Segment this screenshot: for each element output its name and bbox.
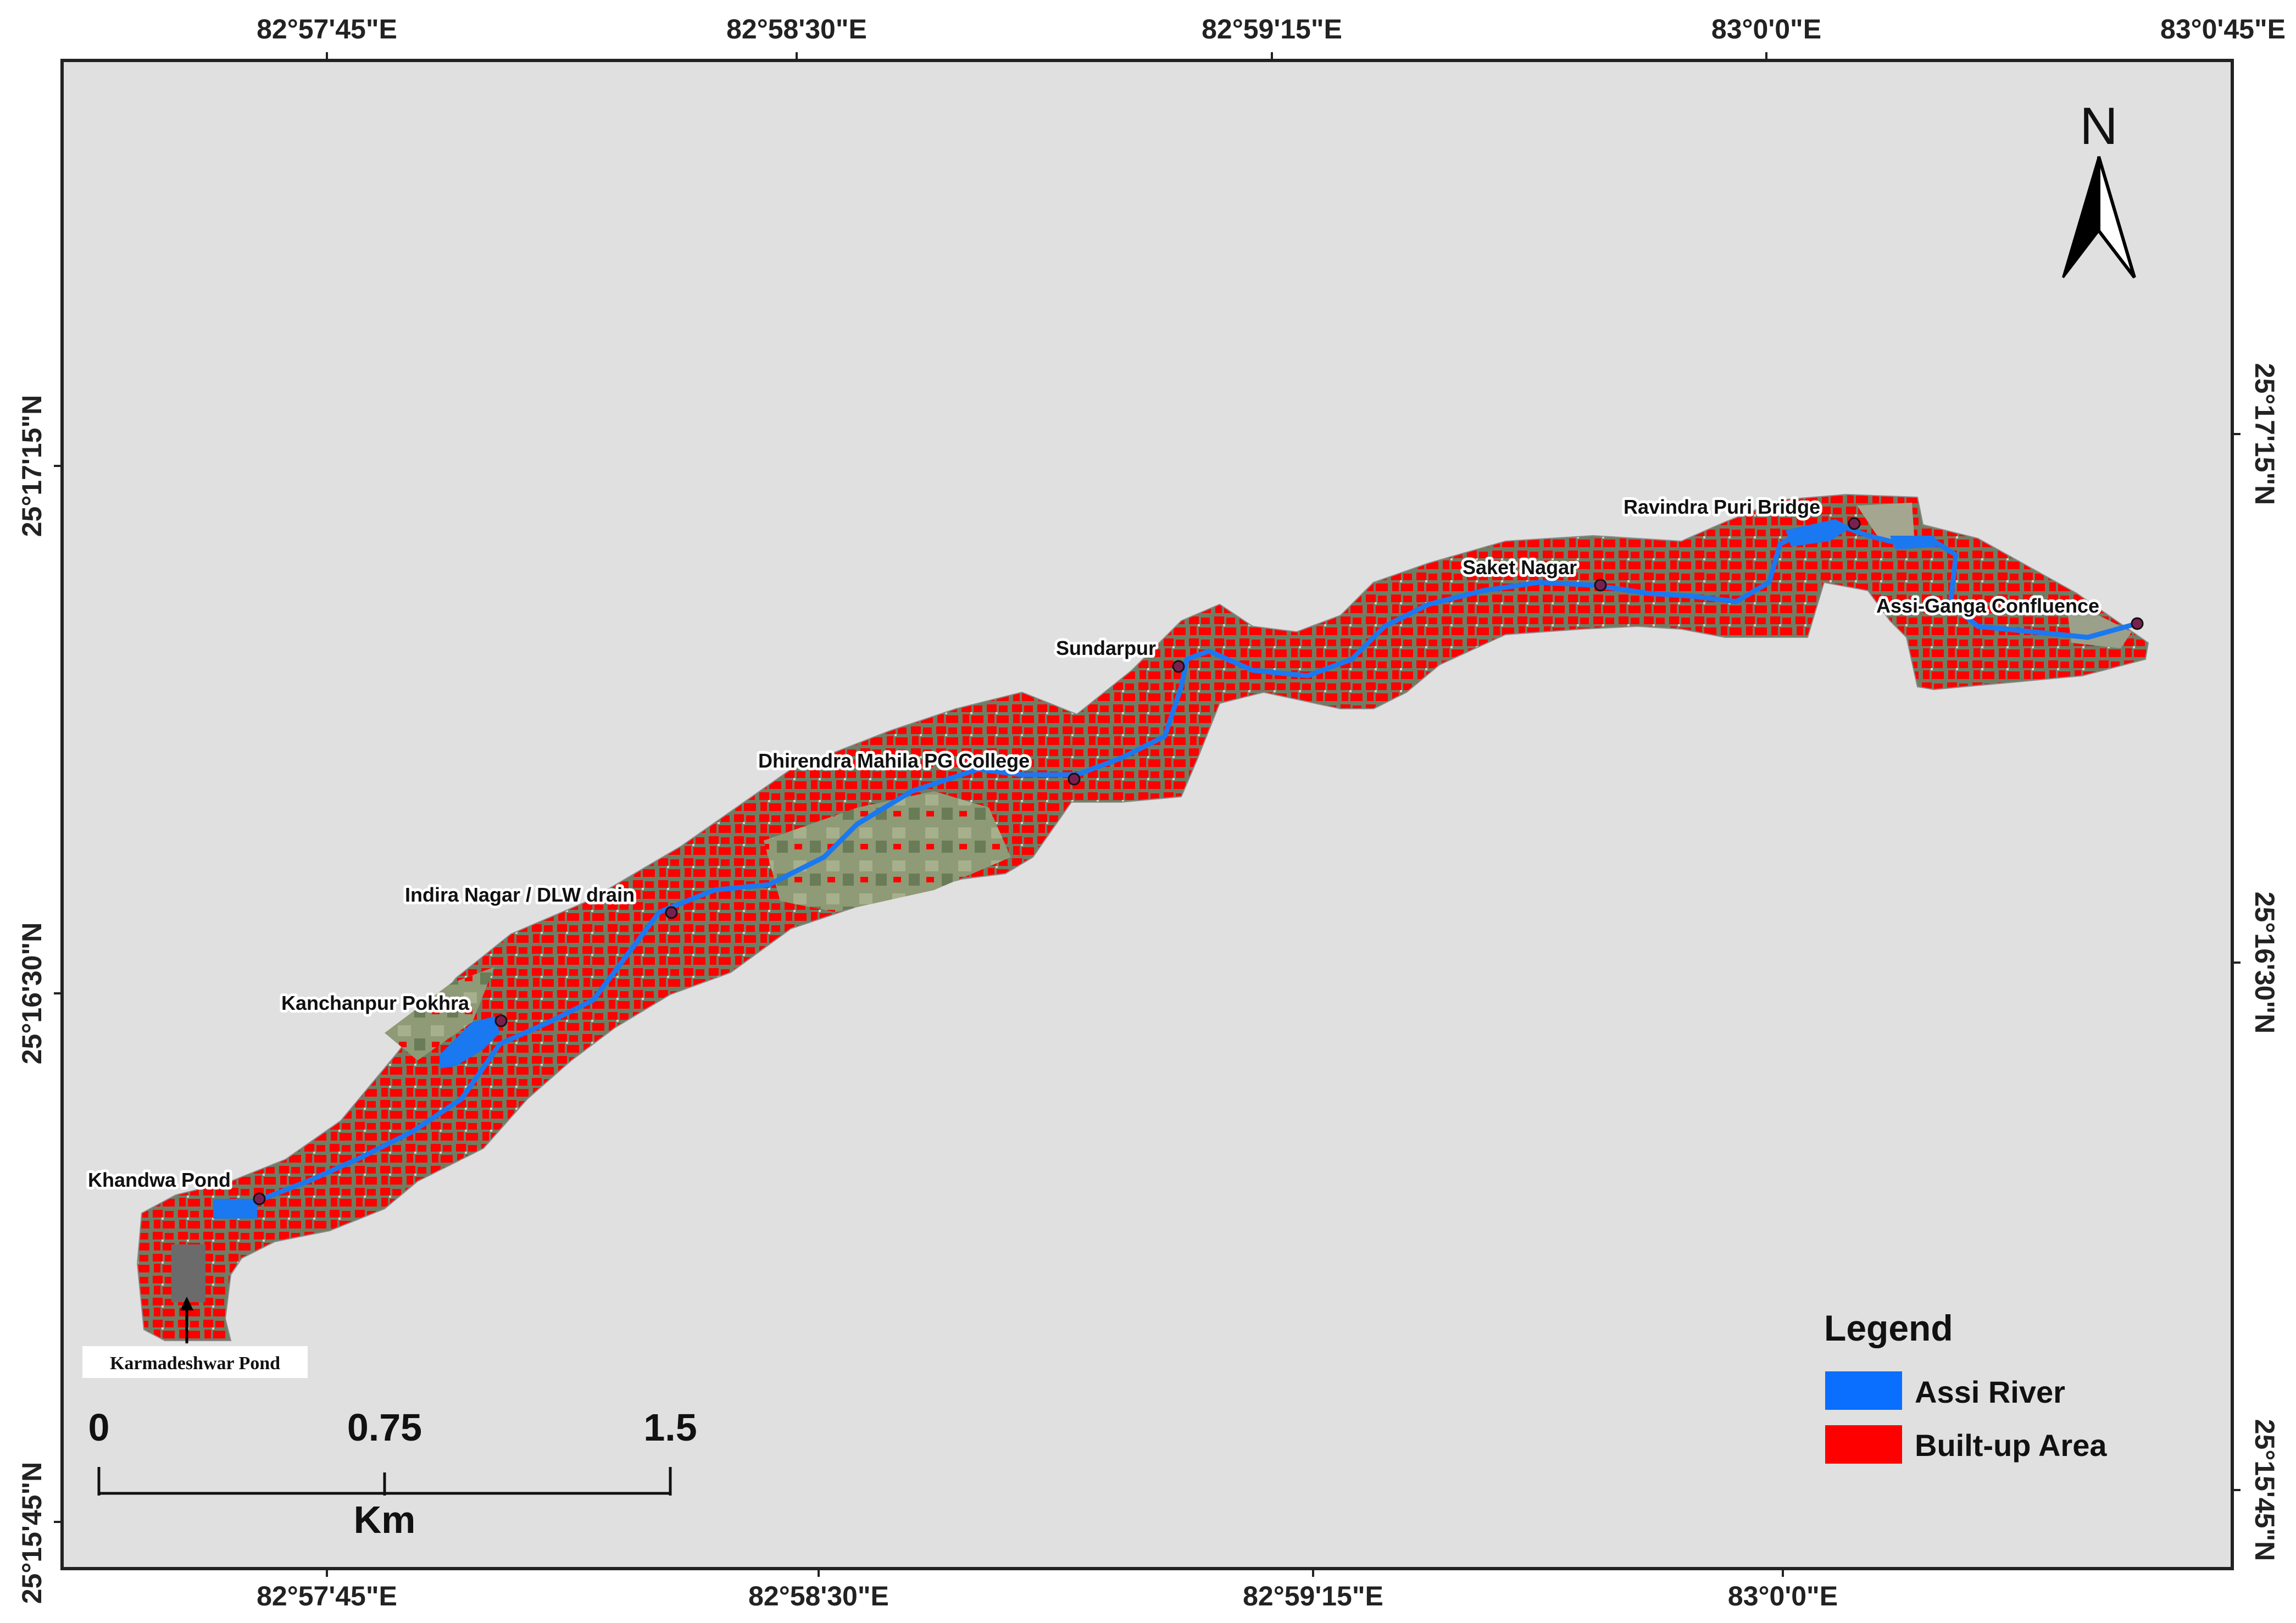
label-khandwa-pond: Khandwa Pond: [88, 1169, 231, 1191]
callout-arrow-head: [180, 1297, 193, 1310]
lon-label-top: 82°58'30"E: [726, 14, 867, 45]
place-labels: Ravindra Puri Bridge Saket Nagar Assi-Ga…: [85, 493, 2102, 1194]
scale-bar: 0 0.75 1.5 Km: [88, 1406, 697, 1541]
lon-label-top: 82°59'15"E: [1202, 14, 1342, 45]
lat-label-right: 25°17'15"N: [2249, 363, 2280, 505]
lon-label-top: 83°0'0"E: [1711, 14, 1821, 45]
lat-label-left: 25°17'15"N: [16, 395, 47, 537]
lat-label-right: 25°16'30"N: [2249, 892, 2280, 1034]
lat-label-left: 25°15'45"N: [16, 1462, 47, 1604]
point-kanchanpur-pokhra[interactable]: [494, 1014, 508, 1027]
scale-unit: Km: [354, 1498, 416, 1541]
scale-tick-15: 1.5: [643, 1406, 697, 1449]
bottom-longitude-labels: 82°57'45"E 82°58'30"E 82°59'15"E 83°0'0"…: [257, 1581, 1838, 1611]
north-label: N: [2080, 97, 2117, 155]
point-saket-nagar[interactable]: [1594, 579, 1607, 592]
lon-label-bottom: 82°59'15"E: [1243, 1581, 1383, 1611]
label-kanchanpur-pokhra: Kanchanpur Pokhra: [281, 992, 470, 1014]
label-ravindra-puri-bridge: Ravindra Puri Bridge: [1624, 496, 1820, 518]
corridor-outline: [136, 493, 2149, 1341]
point-indira-nagar[interactable]: [665, 906, 678, 919]
lon-label-bottom: 83°0'0"E: [1728, 1581, 1838, 1611]
ravindra-puri-water-east: [1890, 536, 1939, 549]
legend: Legend Assi River Built-up Area: [1824, 1308, 2107, 1464]
lat-label-left: 25°16'30"N: [16, 922, 47, 1065]
label-sundarpur: Sundarpur: [1056, 637, 1156, 659]
point-dhirendra-college[interactable]: [1068, 772, 1081, 786]
label-saket-nagar: Saket Nagar: [1463, 556, 1577, 579]
point-khandwa-pond[interactable]: [253, 1192, 266, 1205]
map-frame: [60, 59, 2234, 1570]
lat-label-right: 25°15'45"N: [2249, 1419, 2280, 1561]
point-assi-ganga-confluence[interactable]: [2131, 617, 2144, 630]
label-karmadeshwar-pond: Karmadeshwar Pond: [110, 1353, 280, 1374]
north-arrow-icon: N: [2062, 97, 2136, 279]
lon-label-top: 83°0'45"E: [2160, 14, 2286, 45]
legend-label-builtup: Built-up Area: [1915, 1428, 2107, 1463]
point-ravindra-puri-bridge[interactable]: [1848, 517, 1861, 530]
point-sundarpur[interactable]: [1172, 660, 1185, 673]
legend-swatch-builtup: [1825, 1425, 1902, 1464]
open-land-patch: [1857, 503, 1915, 544]
legend-label-river: Assi River: [1915, 1375, 2065, 1409]
scale-tick-0: 0: [88, 1406, 110, 1449]
graticule-ticks: [54, 52, 2241, 1577]
kanchanpur-pokhra-water: [440, 1016, 500, 1069]
lon-label-bottom: 82°58'30"E: [748, 1581, 889, 1611]
khandwa-pond-water: [213, 1199, 257, 1219]
river-channel: [217, 525, 2140, 1211]
label-indira-nagar-dlw-drain: Indira Nagar / DLW drain: [405, 883, 635, 906]
ravindra-puri-water: [1786, 519, 1852, 547]
left-latitude-labels: 25°17'15"N 25°16'30"N 25°15'45"N: [16, 395, 47, 1604]
location-points: [253, 517, 2144, 1205]
top-longitude-labels: 82°57'45"E 82°58'30"E 82°59'15"E 83°0'0"…: [257, 14, 2286, 45]
open-land-patch: [385, 967, 494, 1060]
legend-title: Legend: [1824, 1308, 1953, 1348]
label-dhirendra-mahila-pg-college: Dhirendra Mahila PG College: [758, 749, 1030, 772]
open-land-patch: [764, 791, 1011, 912]
study-area-corridor: [136, 493, 2149, 1341]
karmadeshwar-pond-area: [171, 1244, 205, 1302]
karmadeshwar-callout: Karmadeshwar Pond: [82, 1297, 308, 1378]
right-latitude-labels: 25°17'15"N 25°16'30"N 25°15'45"N: [2249, 363, 2280, 1561]
assi-river: [213, 519, 2140, 1219]
callout-box: [82, 1346, 308, 1378]
north-arrow-right-half: [2097, 156, 2136, 279]
scale-tick-075: 0.75: [347, 1406, 422, 1449]
legend-swatch-river: [1825, 1371, 1902, 1410]
lon-label-top: 82°57'45"E: [257, 14, 397, 45]
label-assi-ganga-confluence: Assi-Ganga Confluence: [1876, 594, 2099, 617]
lon-label-bottom: 82°57'45"E: [257, 1581, 397, 1611]
